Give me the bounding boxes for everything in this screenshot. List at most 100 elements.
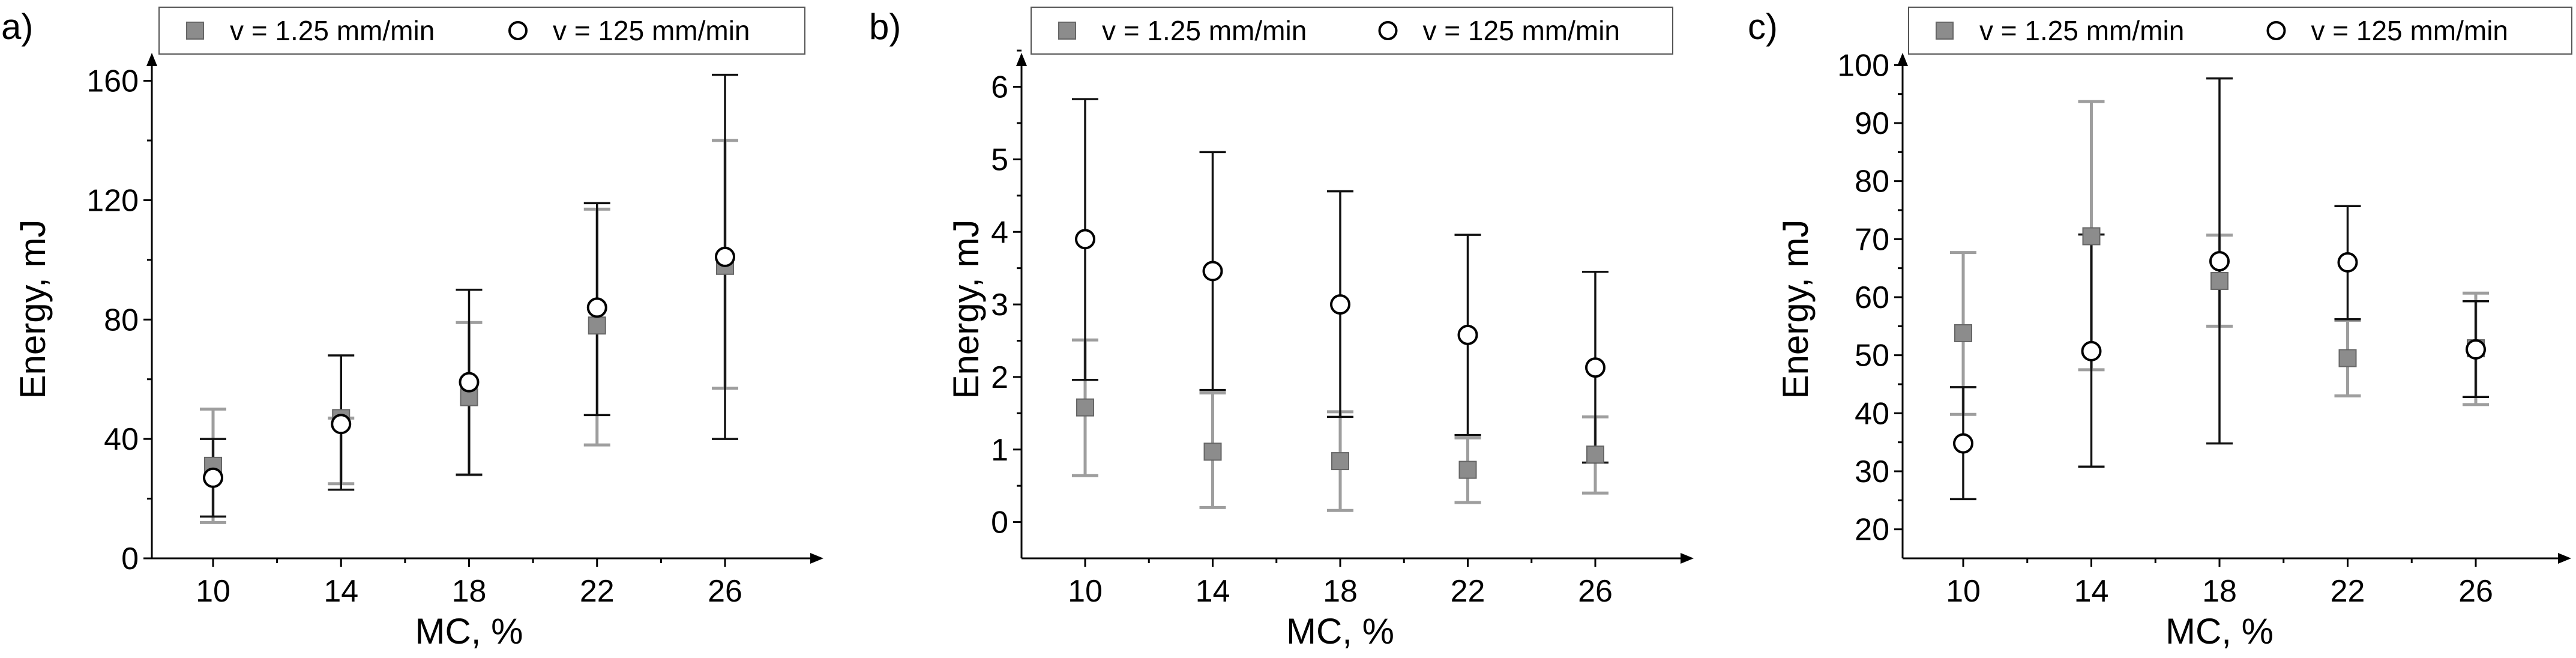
legend-marker-square [186,22,204,40]
y-tick-label: 2 [991,360,1008,395]
legend-box [158,7,805,55]
markers-fast [1953,251,2486,454]
legend-marker-circle [2266,21,2286,40]
y-tick-label: 40 [104,422,139,457]
series-fast [1072,98,1608,464]
data-point-circle [2337,252,2358,273]
x-tick-label: 26 [2458,574,2493,609]
legend: v = 1.25 mm/min v = 125 mm/min [1908,7,2572,55]
x-axis-arrow [810,553,823,564]
markers-slow [1076,398,1604,479]
x-tick-label: 26 [1578,574,1613,609]
x-axis-label: MC, % [415,611,523,651]
x-tick-label: 22 [1451,574,1485,609]
data-point-circle [586,297,607,318]
data-point-square [1331,452,1349,471]
y-tick-label: 20 [1855,513,1889,548]
data-point-circle [1585,357,1605,378]
y-tick-label: 1 [991,433,1008,468]
x-tick-label: 14 [324,574,358,609]
x-tick-label: 26 [708,574,742,609]
data-point-circle [331,414,352,435]
y-axis-label: Energy, mJ [1775,220,1816,399]
legend-entry: v = 125 mm/min [1423,15,1621,46]
data-point-square [2338,349,2357,367]
y-tick-label: 70 [1855,222,1889,257]
data-point-circle [1330,294,1350,315]
panel-label: c) [1748,7,1778,47]
legend-marker-square [1058,22,1076,40]
y-tick-label: 0 [121,542,139,576]
data-point-circle [2081,340,2102,361]
data-point-circle [1457,324,1478,345]
x-tick-label: 10 [196,574,230,609]
y-tick-label: 3 [991,288,1008,322]
legend: v = 1.25 mm/min v = 125 mm/min [1031,7,1673,55]
data-point-square [1458,460,1477,479]
data-point-circle [1953,433,1973,454]
y-axis-arrow [1897,53,1908,66]
y-tick-label: 90 [1855,106,1889,141]
x-axis-arrow [1681,553,1694,564]
y-tick-label: 120 [86,183,139,218]
data-point-square [2082,227,2101,246]
panel-label: b) [869,7,901,47]
data-point-circle [715,246,735,267]
legend-entry: v = 1.25 mm/min [1979,15,2184,46]
data-point-circle [203,467,223,488]
data-point-square [1076,398,1094,417]
data-point-square [1586,445,1604,464]
y-tick-label: 100 [1837,48,1889,83]
y-tick-label: 5 [991,142,1008,177]
legend-marker-circle [1378,21,1398,40]
x-tick-label: 18 [452,574,487,609]
x-tick-label: 14 [2074,574,2109,609]
y-tick-label: 6 [991,70,1008,105]
y-axis-arrow [146,53,157,66]
x-tick-label: 18 [2202,574,2237,609]
data-point-square [588,316,606,335]
y-tick-label: 4 [991,215,1008,250]
x-tick-label: 14 [1196,574,1230,609]
y-tick-label: 0 [991,506,1008,540]
y-axis-label: Energy, mJ [13,220,53,399]
y-tick-label: 30 [1855,454,1889,489]
data-point-square [2210,271,2228,290]
y-tick-label: 160 [86,64,139,99]
y-tick-label: 80 [1855,164,1889,199]
legend-entry: v = 1.25 mm/min [230,15,435,46]
y-tick-label: 60 [1855,280,1889,315]
legend: v = 1.25 mm/min v = 125 mm/min [158,7,805,55]
data-point-circle [1202,261,1223,282]
x-axis-label: MC, % [1286,611,1394,651]
chart-panel-2: 0 1 2 3 4 5 6 10 14 18 22 26 MC, % Energy, mJ b) v = 1.… [869,7,1694,651]
markers-fast [203,246,735,488]
y-axis-label: Energy, mJ [946,220,986,399]
chart-panel-3: 20 30 40 50 60 70 80 90 100 10 14 18 22 26 MC, % Energy… [1748,7,2572,651]
data-point-circle [2466,339,2486,360]
legend-entry: v = 1.25 mm/min [1102,15,1307,46]
x-tick-label: 22 [580,574,615,609]
y-tick-label: 40 [1855,396,1889,431]
x-tick-label: 10 [1068,574,1103,609]
x-axis-arrow [2558,553,2571,564]
data-point-square [1203,442,1222,461]
chart-panel-1: 0 40 80 120 160 10 14 18 22 26 MC, % Energy, mJ a) v … [1,7,823,651]
x-tick-label: 10 [1946,574,1981,609]
legend-entry: v = 125 mm/min [553,15,750,46]
data-point-circle [2209,251,2230,272]
markers-fast [1075,229,1605,378]
legend-marker-square [1936,22,1954,40]
x-axis-label: MC, % [2165,611,2274,651]
data-point-circle [1075,229,1095,250]
legend-marker-circle [508,21,528,40]
data-point-square [1954,324,1972,342]
x-tick-label: 18 [1323,574,1358,609]
data-point-circle [459,372,480,393]
legend-box [1908,7,2572,55]
y-tick-label: 80 [104,303,139,337]
y-axis-arrow [1016,53,1027,66]
series-fast [200,73,738,518]
legend-entry: v = 125 mm/min [2311,15,2509,46]
